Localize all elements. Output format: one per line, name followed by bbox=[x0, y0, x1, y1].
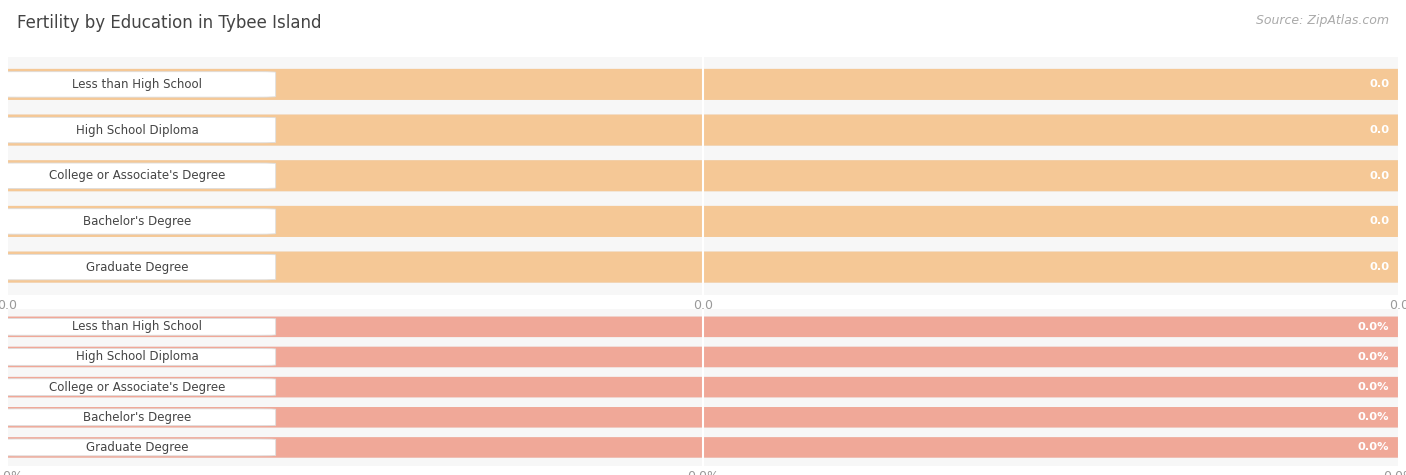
Text: 0.0: 0.0 bbox=[1369, 125, 1389, 135]
FancyBboxPatch shape bbox=[0, 318, 276, 335]
FancyBboxPatch shape bbox=[0, 160, 1406, 191]
Text: Bachelor's Degree: Bachelor's Degree bbox=[83, 411, 191, 424]
FancyBboxPatch shape bbox=[0, 72, 276, 97]
FancyBboxPatch shape bbox=[0, 407, 1406, 428]
FancyBboxPatch shape bbox=[0, 114, 1406, 146]
Text: College or Associate's Degree: College or Associate's Degree bbox=[49, 380, 225, 394]
FancyBboxPatch shape bbox=[0, 255, 276, 280]
FancyBboxPatch shape bbox=[0, 160, 1406, 191]
FancyBboxPatch shape bbox=[0, 316, 1406, 337]
FancyBboxPatch shape bbox=[0, 437, 1406, 458]
Text: 0.0: 0.0 bbox=[1369, 217, 1389, 227]
Text: 0.0: 0.0 bbox=[1369, 79, 1389, 89]
Text: 0.0: 0.0 bbox=[1369, 171, 1389, 181]
FancyBboxPatch shape bbox=[0, 69, 1406, 100]
Text: 0.0%: 0.0% bbox=[1358, 352, 1389, 362]
FancyBboxPatch shape bbox=[0, 206, 1406, 237]
Text: Bachelor's Degree: Bachelor's Degree bbox=[83, 215, 191, 228]
FancyBboxPatch shape bbox=[0, 407, 1406, 428]
FancyBboxPatch shape bbox=[0, 379, 276, 396]
Text: Fertility by Education in Tybee Island: Fertility by Education in Tybee Island bbox=[17, 14, 322, 32]
Text: College or Associate's Degree: College or Associate's Degree bbox=[49, 169, 225, 182]
FancyBboxPatch shape bbox=[0, 377, 1406, 398]
FancyBboxPatch shape bbox=[0, 163, 276, 189]
FancyBboxPatch shape bbox=[0, 252, 1406, 283]
Text: Graduate Degree: Graduate Degree bbox=[86, 261, 188, 274]
FancyBboxPatch shape bbox=[0, 252, 1406, 283]
Text: Source: ZipAtlas.com: Source: ZipAtlas.com bbox=[1256, 14, 1389, 27]
Text: High School Diploma: High School Diploma bbox=[76, 124, 198, 137]
FancyBboxPatch shape bbox=[0, 409, 276, 426]
FancyBboxPatch shape bbox=[0, 209, 276, 234]
Text: 0.0%: 0.0% bbox=[1358, 442, 1389, 452]
Text: 0.0%: 0.0% bbox=[1358, 382, 1389, 392]
FancyBboxPatch shape bbox=[0, 316, 1406, 337]
Text: Graduate Degree: Graduate Degree bbox=[86, 441, 188, 454]
FancyBboxPatch shape bbox=[0, 117, 276, 143]
Text: Less than High School: Less than High School bbox=[72, 320, 202, 333]
FancyBboxPatch shape bbox=[0, 347, 1406, 367]
FancyBboxPatch shape bbox=[0, 206, 1406, 237]
FancyBboxPatch shape bbox=[0, 349, 276, 365]
Text: Less than High School: Less than High School bbox=[72, 78, 202, 91]
FancyBboxPatch shape bbox=[0, 114, 1406, 146]
FancyBboxPatch shape bbox=[0, 347, 1406, 367]
Text: 0.0%: 0.0% bbox=[1358, 412, 1389, 422]
FancyBboxPatch shape bbox=[0, 439, 276, 456]
FancyBboxPatch shape bbox=[0, 437, 1406, 458]
FancyBboxPatch shape bbox=[0, 69, 1406, 100]
Text: 0.0: 0.0 bbox=[1369, 262, 1389, 272]
FancyBboxPatch shape bbox=[0, 377, 1406, 398]
Text: High School Diploma: High School Diploma bbox=[76, 351, 198, 363]
Text: 0.0%: 0.0% bbox=[1358, 322, 1389, 332]
